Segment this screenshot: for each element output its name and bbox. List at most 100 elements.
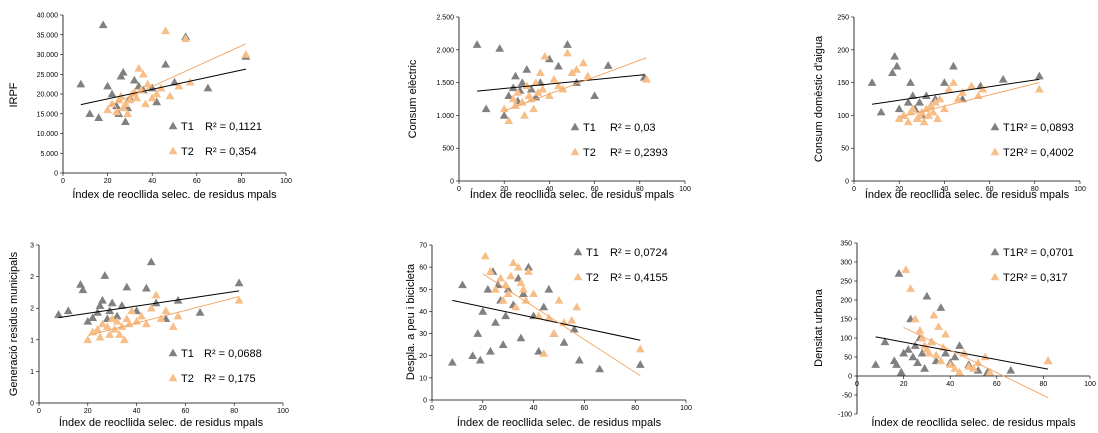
data-point-t2 [903,117,913,126]
data-point-t1 [95,301,105,309]
data-point-t2 [924,111,933,119]
data-point-t2 [526,94,536,103]
data-point-t2 [1034,84,1044,93]
legend-marker-t1 [168,348,178,357]
y-tick-label: 50 [844,355,852,362]
data-point-t1 [908,352,918,361]
data-point-t2 [93,324,102,333]
data-point-t2 [958,88,967,96]
data-point-t1 [516,333,526,342]
data-point-t2 [567,68,577,77]
data-point-t1 [161,59,170,68]
data-point-t2 [520,111,529,119]
data-point-t2 [120,335,129,344]
data-point-t2 [161,306,171,315]
y-tick-label: 0 [54,171,58,178]
data-point-t1 [78,285,88,294]
y-tick-label: 70 [419,243,427,250]
y-axis-label: IRPF [8,82,20,107]
y-axis-label: Despla. a peu i bicicleta [405,263,417,380]
data-point-t1 [107,89,117,98]
x-tick-label: 20 [104,178,112,185]
x-tick-label: 20 [479,405,487,412]
y-tick-label: 25.000 [37,72,59,79]
data-point-t2 [98,319,107,328]
data-point-t2 [901,265,911,273]
data-point-t2 [132,93,141,102]
r-squared-label-t2: R² = 0,354 [205,146,257,158]
data-point-t2 [563,48,572,57]
data-point-t1 [122,282,132,291]
data-point-t1 [603,61,613,69]
data-point-t2 [156,314,166,323]
data-point-t1 [117,301,127,309]
data-point-t2 [168,322,178,330]
data-point-t1 [635,360,645,368]
legend-marker-t1 [570,122,580,131]
data-point-t1 [146,257,156,266]
data-point-t2 [928,107,938,116]
data-point-t2 [529,104,538,113]
data-point-t1 [896,367,906,376]
data-point-t2 [486,267,495,275]
data-point-t1 [478,307,488,315]
x-tick-label: 20 [895,186,903,193]
data-point-t2 [152,89,162,98]
x-tick-label: 60 [591,186,599,193]
legend-label-t2: T2 [1003,272,1016,284]
trendline-t1 [872,78,1040,105]
data-point-t2 [516,278,526,286]
trendline-t1 [477,74,645,92]
scatter-panel-5: 0 20 40 60 80 100 0 10 20 30 40 50 60 70 Índex de reoc… [405,243,692,430]
data-point-t1 [590,91,599,100]
data-point-t2 [116,91,126,100]
data-point-t2 [112,107,121,116]
r-squared-label-t1: R² = 0,03 [610,122,656,134]
y-axis-label: Consum domèstic d'aigua [813,35,825,162]
data-point-t2 [241,50,251,58]
x-tick-label: 0 [430,405,434,412]
x-axis-label: Índex de reocllida selec. de residus mpa… [59,416,264,429]
data-point-t1 [103,81,112,90]
data-point-t2 [519,284,528,293]
data-point-t1 [112,311,122,320]
legend-label-t1: T1 [1003,247,1016,259]
data-point-t1 [544,284,554,293]
x-axis-label: Índex de reocllida selec. de residus mpa… [470,188,675,201]
legend-label-t2: T2 [181,373,194,385]
y-tick-label: 10 [419,375,427,382]
scatter-panel-4: 0 20 40 60 80 100 0 1 1 2 2 3 Índex de reocllida sel… [8,243,289,430]
legend-label-t2: T2 [586,272,599,284]
data-point-t2 [533,88,543,96]
data-point-t2 [953,94,963,103]
data-point-t1 [888,68,897,77]
r-squared-label-t2: R² = 0,4155 [610,272,668,284]
data-point-t1 [913,358,922,366]
data-point-t2 [161,26,170,35]
data-point-t1 [85,109,95,118]
data-point-t2 [567,315,577,324]
data-point-t2 [114,95,124,104]
data-point-t1 [129,75,139,84]
legend-marker-t1 [990,247,1000,256]
legend-marker-t1 [990,122,1000,131]
trendline-t1 [58,290,240,319]
x-tick-label: 80 [1031,186,1039,193]
y-axis-label: Densitat urbana [813,288,825,367]
data-point-t1 [76,79,86,88]
data-point-t2 [141,99,150,108]
y-tick-label: 30 [419,331,427,338]
data-point-t1 [908,91,918,100]
data-point-t2 [498,295,508,304]
y-tick-label: 250 [837,15,849,22]
y-tick-label: 200 [837,47,849,54]
data-point-t1 [871,360,881,368]
data-point-t2 [549,74,559,83]
r-squared-label-t2: R² = 0,175 [204,373,256,385]
x-tick-label: 0 [61,178,65,185]
data-point-t1 [922,291,932,300]
data-point-t1 [890,51,900,60]
data-point-t1 [499,111,509,119]
data-point-t1 [458,280,467,289]
data-point-t2 [112,316,122,325]
